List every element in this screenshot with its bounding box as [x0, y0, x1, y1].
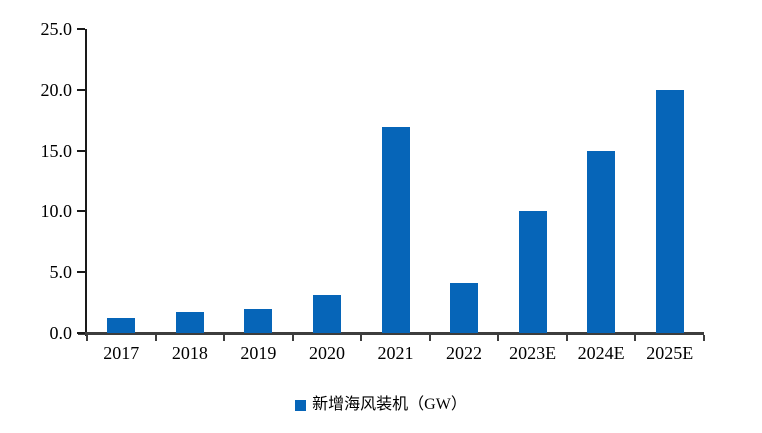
- x-axis-tick: [86, 335, 88, 341]
- x-axis-label-2020: 2020: [308, 343, 345, 363]
- x-axis-tick: [291, 335, 294, 341]
- x-axis-label-2021: 2021: [377, 343, 414, 363]
- x-axis-line: [78, 332, 704, 335]
- x-axis-tick: [154, 335, 157, 341]
- y-axis-line: [85, 29, 87, 336]
- legend-label: 新增海风装机（GW）: [312, 396, 467, 413]
- y-axis-tick: [77, 271, 85, 274]
- y-axis-tick: [77, 149, 85, 152]
- bar-2022: [450, 283, 479, 333]
- x-axis-tick: [428, 335, 431, 341]
- x-axis-label-2023E: 2023E: [509, 343, 557, 363]
- y-axis-tick: [77, 88, 85, 91]
- bar-2023E: [518, 211, 547, 333]
- x-axis-label-2019: 2019: [240, 343, 277, 363]
- x-axis-tick: [223, 335, 226, 341]
- x-axis-label-2025E: 2025E: [646, 343, 694, 363]
- bar-2025E: [655, 89, 684, 333]
- bar-2018: [175, 312, 204, 333]
- x-axis-label-2022: 2022: [446, 343, 483, 363]
- x-axis-label-2017: 2017: [103, 343, 140, 363]
- y-axis-tick-label: 25.0: [40, 19, 73, 39]
- bar-2017: [107, 318, 136, 333]
- legend: 新增海风装机（GW）: [0, 394, 762, 416]
- y-axis-tick-label: 20.0: [40, 79, 73, 100]
- y-axis-tick-label: 10.0: [40, 201, 73, 222]
- legend-marker-square: [295, 399, 307, 411]
- y-axis-tick: [77, 210, 85, 213]
- x-axis-tick: [703, 335, 705, 341]
- y-axis-tick-label: 0.0: [49, 323, 73, 343]
- bar-2024E: [587, 150, 616, 333]
- y-axis-tick: [77, 332, 85, 334]
- y-axis-tick: [77, 28, 85, 30]
- x-axis-tick: [565, 335, 568, 341]
- x-axis-tick: [360, 335, 363, 341]
- bar-2019: [244, 308, 273, 333]
- x-axis-label-2018: 2018: [171, 343, 208, 363]
- bar-2020: [312, 295, 341, 333]
- x-axis-label-2024E: 2024E: [577, 343, 625, 363]
- y-axis-tick-label: 5.0: [49, 262, 73, 283]
- x-axis-tick: [634, 335, 637, 341]
- x-axis-tick: [497, 335, 500, 341]
- bar-2021: [381, 127, 410, 333]
- y-axis-tick-label: 15.0: [40, 140, 73, 161]
